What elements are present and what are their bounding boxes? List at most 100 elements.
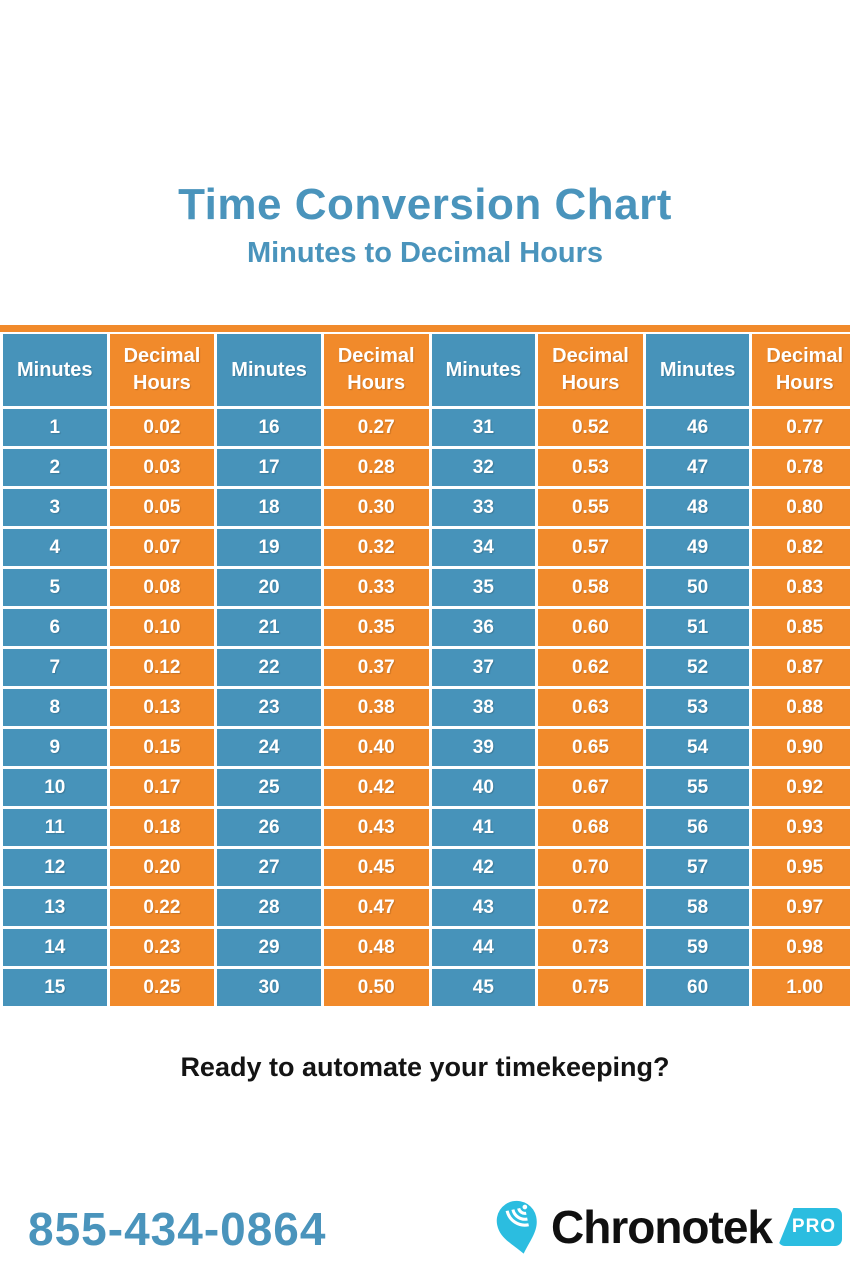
decimal-hours-cell: 0.22: [109, 889, 215, 926]
minutes-cell: 27: [217, 849, 321, 886]
chronotek-logo: Chronotek PRO: [489, 1196, 842, 1258]
decimal-hours-cell: 0.80: [752, 489, 850, 526]
minutes-cell: 40: [431, 769, 536, 806]
minutes-cell: 25: [217, 769, 321, 806]
decimal-hours-cell: 0.12: [109, 649, 215, 686]
location-pin-icon: [496, 1200, 537, 1254]
decimal-hours-cell: 0.63: [538, 689, 643, 726]
cta-text: Ready to automate your timekeeping?: [180, 1052, 670, 1082]
minutes-cell: 55: [645, 769, 750, 806]
decimal-hours-cell: 0.78: [752, 449, 850, 486]
decimal-hours-cell: 0.03: [109, 449, 215, 486]
decimal-hours-cell: 0.67: [538, 769, 643, 806]
page-subtitle: Minutes to Decimal Hours: [246, 237, 604, 269]
decimal-hours-cell: 0.73: [538, 929, 643, 966]
minutes-cell: 14: [3, 929, 107, 966]
minutes-cell: 34: [431, 529, 536, 566]
decimal-hours-cell: 0.98: [752, 929, 850, 966]
minutes-cell: 6: [3, 609, 107, 646]
minutes-cell: 17: [217, 449, 321, 486]
header-minutes: Minutes: [3, 334, 107, 406]
decimal-hours-cell: 0.35: [323, 609, 429, 646]
logo-wordmark: Chronotek: [551, 1201, 773, 1253]
minutes-cell: 21: [217, 609, 321, 646]
decimal-hours-cell: 0.02: [109, 409, 215, 446]
decimal-hours-cell: 0.57: [538, 529, 643, 566]
minutes-cell: 44: [431, 929, 536, 966]
decimal-hours-cell: 0.77: [752, 409, 850, 446]
minutes-cell: 53: [645, 689, 750, 726]
decimal-hours-cell: 0.75: [538, 969, 643, 1006]
minutes-cell: 1: [3, 409, 107, 446]
decimal-hours-cell: 0.93: [752, 809, 850, 846]
header-decimal-hours: Decimal Hours: [109, 334, 215, 406]
decimal-hours-cell: 0.08: [109, 569, 215, 606]
decimal-hours-cell: 0.72: [538, 889, 643, 926]
minutes-cell: 13: [3, 889, 107, 926]
decimal-hours-cell: 0.97: [752, 889, 850, 926]
minutes-cell: 12: [3, 849, 107, 886]
minutes-cell: 36: [431, 609, 536, 646]
page-title: Time Conversion Chart: [178, 180, 672, 229]
minutes-cell: 45: [431, 969, 536, 1006]
title-block: Time Conversion Chart Minutes to Decimal…: [0, 180, 850, 270]
decimal-hours-cell: 0.20: [109, 849, 215, 886]
minutes-cell: 28: [217, 889, 321, 926]
decimal-hours-cell: 0.60: [538, 609, 643, 646]
minutes-cell: 58: [645, 889, 750, 926]
minutes-cell: 57: [645, 849, 750, 886]
decimal-hours-cell: 0.28: [323, 449, 429, 486]
decimal-hours-cell: 0.07: [109, 529, 215, 566]
minutes-cell: 54: [645, 729, 750, 766]
decimal-hours-cell: 0.52: [538, 409, 643, 446]
decimal-hours-cell: 0.65: [538, 729, 643, 766]
header-minutes: Minutes: [645, 334, 750, 406]
minutes-cell: 2: [3, 449, 107, 486]
minutes-cell: 52: [645, 649, 750, 686]
decimal-hours-cell: 0.85: [752, 609, 850, 646]
pro-badge: PRO: [778, 1208, 842, 1246]
minutes-cell: 8: [3, 689, 107, 726]
decimal-hours-cell: 0.68: [538, 809, 643, 846]
minutes-cell: 23: [217, 689, 321, 726]
minutes-cell: 59: [645, 929, 750, 966]
minutes-cell: 22: [217, 649, 321, 686]
minutes-cell: 49: [645, 529, 750, 566]
decimal-hours-cell: 0.23: [109, 929, 215, 966]
decimal-hours-cell: 0.62: [538, 649, 643, 686]
minutes-cell: 20: [217, 569, 321, 606]
decimal-hours-cell: 0.87: [752, 649, 850, 686]
decimal-hours-cell: 0.95: [752, 849, 850, 886]
conversion-table-grid: Minutes Decimal Hours Minutes Decimal Hours…: [0, 334, 850, 1006]
conversion-table: Minutes Decimal Hours Minutes Decimal Hours…: [0, 325, 850, 1006]
minutes-cell: 30: [217, 969, 321, 1006]
minutes-cell: 56: [645, 809, 750, 846]
decimal-hours-cell: 0.17: [109, 769, 215, 806]
minutes-cell: 41: [431, 809, 536, 846]
decimal-hours-cell: 0.42: [323, 769, 429, 806]
decimal-hours-cell: 0.13: [109, 689, 215, 726]
decimal-hours-cell: 0.88: [752, 689, 850, 726]
decimal-hours-cell: 0.33: [323, 569, 429, 606]
decimal-hours-cell: 0.47: [323, 889, 429, 926]
minutes-cell: 9: [3, 729, 107, 766]
decimal-hours-cell: 0.58: [538, 569, 643, 606]
minutes-cell: 46: [645, 409, 750, 446]
header-decimal-hours: Decimal Hours: [752, 334, 850, 406]
minutes-cell: 5: [3, 569, 107, 606]
decimal-hours-cell: 0.48: [323, 929, 429, 966]
decimal-hours-cell: 0.92: [752, 769, 850, 806]
minutes-cell: 10: [3, 769, 107, 806]
minutes-cell: 3: [3, 489, 107, 526]
decimal-hours-cell: 0.45: [323, 849, 429, 886]
decimal-hours-cell: 1.00: [752, 969, 850, 1006]
decimal-hours-cell: 0.50: [323, 969, 429, 1006]
minutes-cell: 43: [431, 889, 536, 926]
minutes-cell: 16: [217, 409, 321, 446]
minutes-cell: 24: [217, 729, 321, 766]
header-decimal-hours: Decimal Hours: [538, 334, 643, 406]
minutes-cell: 42: [431, 849, 536, 886]
decimal-hours-cell: 0.32: [323, 529, 429, 566]
minutes-cell: 38: [431, 689, 536, 726]
